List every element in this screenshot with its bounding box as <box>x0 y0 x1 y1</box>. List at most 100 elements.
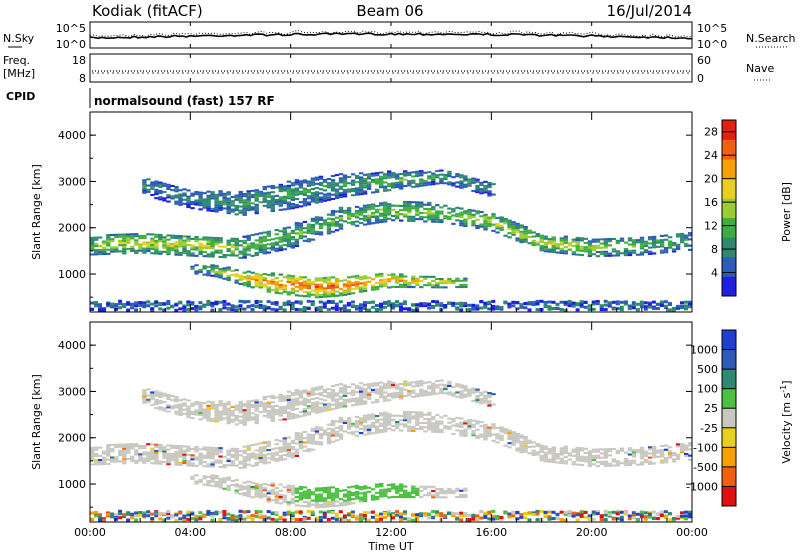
power-cell <box>415 209 420 212</box>
power-cell <box>667 246 673 249</box>
power-cell <box>254 285 259 288</box>
velocity-cell <box>415 417 420 420</box>
velocity-cell <box>515 449 520 452</box>
power-cell <box>354 307 359 311</box>
power-cell <box>535 243 540 246</box>
power-cell <box>214 193 219 196</box>
velocity-colorbar-label-exp: -1 <box>779 385 788 393</box>
velocity-cell <box>447 489 452 492</box>
velocity-cell <box>298 445 304 448</box>
power-cell <box>274 277 279 280</box>
power-cell <box>190 237 195 240</box>
velocity-cell <box>226 453 231 456</box>
power-cell <box>688 234 693 237</box>
velocity-cell <box>330 505 336 508</box>
freq-tick-high: 18 <box>72 54 86 67</box>
velocity-cell <box>310 438 316 441</box>
power-cell <box>270 307 275 311</box>
velocity-cell <box>338 418 344 421</box>
velocity-cell <box>684 514 688 518</box>
power-cell <box>278 306 283 310</box>
velocity-cell <box>254 461 259 464</box>
power-cell <box>262 204 267 207</box>
velocity-cell <box>659 453 665 456</box>
power-cell <box>302 179 308 182</box>
velocity-cell <box>118 509 123 513</box>
power-cell <box>663 300 668 304</box>
power-cell <box>122 237 127 240</box>
velocity-cell <box>326 503 332 506</box>
velocity-cell <box>278 454 283 457</box>
velocity-cell <box>543 447 548 450</box>
power-cell <box>310 281 316 284</box>
velocity-cell <box>358 386 364 389</box>
power-cell <box>158 252 163 255</box>
power-cell <box>314 289 320 292</box>
velocity-cell <box>210 453 215 456</box>
power-cell <box>515 227 520 230</box>
power-cell <box>395 277 400 280</box>
velocity-cell <box>555 461 560 464</box>
power-cell <box>182 252 187 255</box>
power-cell <box>354 285 360 288</box>
velocity-cell <box>218 414 223 417</box>
power-cell <box>379 279 384 282</box>
velocity-cell <box>579 513 584 516</box>
power-cell <box>270 201 275 204</box>
velocity-cell <box>266 461 271 464</box>
power-cell <box>415 183 420 186</box>
velocity-cell <box>306 448 312 451</box>
velocity-cell <box>142 457 147 460</box>
power-cell <box>214 300 219 304</box>
velocity-cell <box>447 421 452 424</box>
velocity-cell <box>511 443 516 446</box>
power-cell <box>479 211 484 214</box>
velocity-cell <box>282 405 287 408</box>
power-cell <box>419 216 424 219</box>
velocity-cell <box>655 512 660 516</box>
power-cell <box>383 278 388 281</box>
power-cell <box>342 193 348 196</box>
power-cell <box>579 300 584 304</box>
power-cell <box>374 180 380 183</box>
power-cell <box>451 210 456 213</box>
velocity-cell <box>218 455 223 458</box>
velocity-cell <box>491 514 496 518</box>
power-cell <box>146 190 151 193</box>
power-cell <box>198 199 203 202</box>
power-cell <box>350 179 356 182</box>
power-cell <box>282 185 287 188</box>
power-cell <box>134 308 139 312</box>
velocity-cell <box>318 408 324 411</box>
power-cell <box>407 281 412 284</box>
power-cell <box>459 224 464 227</box>
velocity-cell <box>274 413 279 416</box>
power-cell <box>310 219 316 222</box>
velocity-cell <box>387 423 392 426</box>
power-cell <box>150 181 155 184</box>
power-cell <box>182 198 187 201</box>
velocity-cell <box>298 434 304 437</box>
power-cell <box>559 249 564 252</box>
velocity-cell <box>286 488 292 491</box>
power-cell <box>210 274 215 277</box>
power-cell <box>587 304 592 308</box>
velocity-cell <box>210 476 215 479</box>
velocity-cell <box>463 487 468 490</box>
velocity-cell <box>270 413 275 416</box>
power-cell <box>322 287 328 290</box>
velocity-cell <box>198 515 203 519</box>
velocity-cell <box>471 513 476 517</box>
velocity-cell <box>423 390 428 393</box>
power-cell <box>314 182 320 185</box>
velocity-cell <box>387 399 392 402</box>
power-cell <box>507 223 512 226</box>
power-cell <box>431 181 436 184</box>
velocity-cell <box>354 403 360 406</box>
velocity-cell <box>270 458 275 461</box>
velocity-cell <box>166 510 171 513</box>
velocity-cell <box>118 516 123 520</box>
velocity-cell <box>383 492 388 495</box>
power-cell <box>266 239 271 242</box>
velocity-cell <box>459 518 464 522</box>
